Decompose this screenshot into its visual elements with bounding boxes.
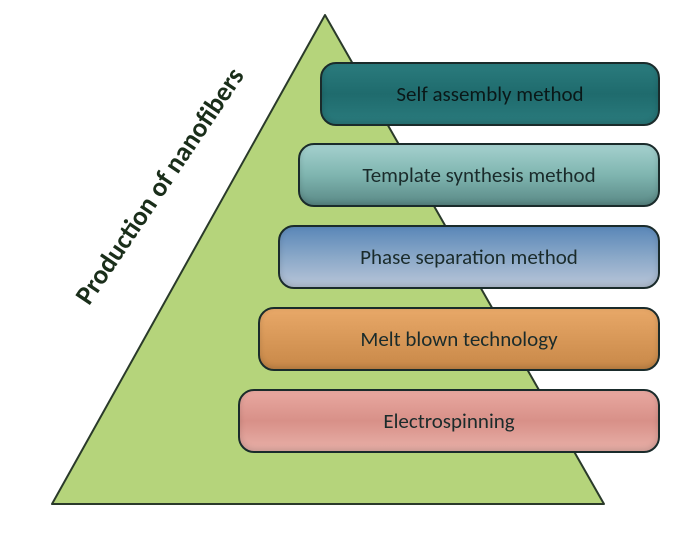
method-item-melt-blown: Melt blown technology xyxy=(258,307,660,371)
method-label: Self assembly method xyxy=(396,81,583,107)
method-item-electrospinning: Electrospinning xyxy=(238,389,660,453)
method-label: Melt blown technology xyxy=(360,326,557,352)
method-item-self-assembly: Self assembly method xyxy=(320,62,660,126)
method-label: Phase separation method xyxy=(360,244,578,270)
method-item-phase-separation: Phase separation method xyxy=(278,225,660,289)
method-item-template-synthesis: Template synthesis method xyxy=(298,143,660,207)
method-label: Template synthesis method xyxy=(362,162,595,188)
method-label: Electrospinning xyxy=(383,408,514,434)
nanofiber-production-diagram: Production of nanofibers Self assembly m… xyxy=(0,0,685,554)
